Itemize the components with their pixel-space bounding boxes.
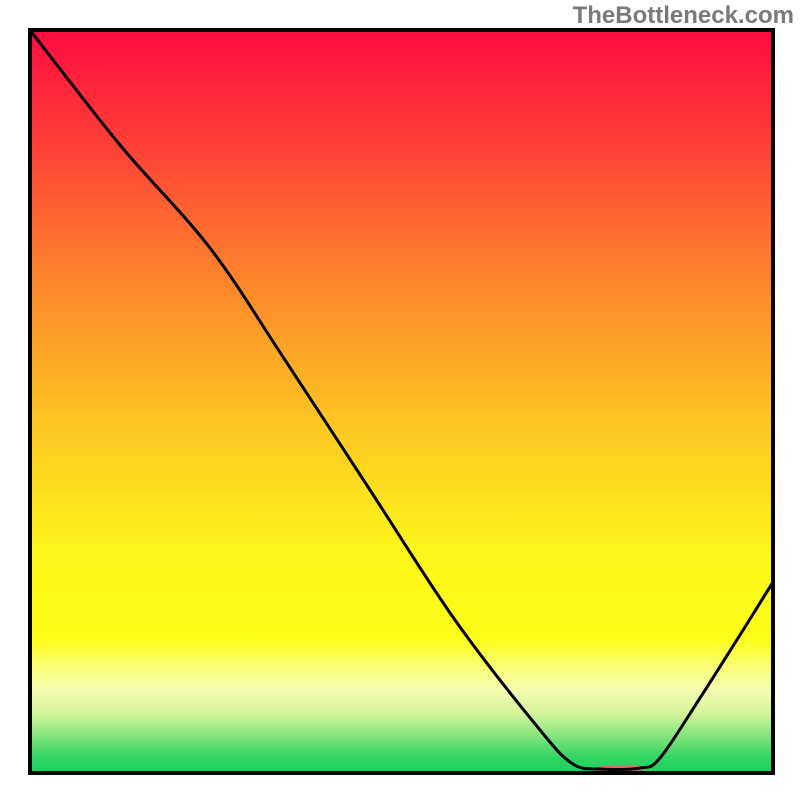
chart-container: TheBottleneck.com <box>0 0 800 800</box>
gradient-background <box>30 30 773 773</box>
bottleneck-chart <box>0 0 800 800</box>
watermark-text: TheBottleneck.com <box>573 2 794 30</box>
